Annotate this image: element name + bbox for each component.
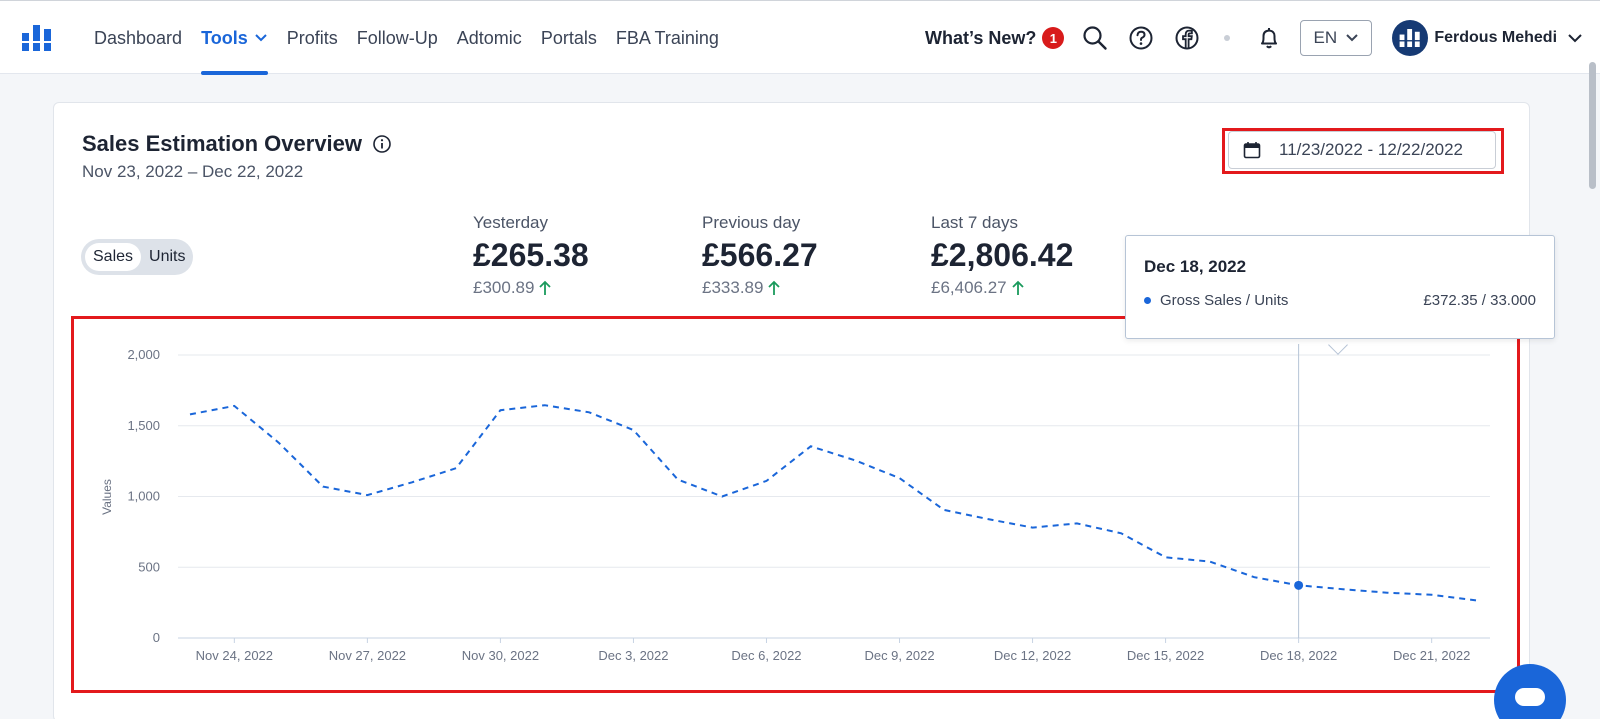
tooltip-row: Gross Sales / Units £372.35 / 33.000: [1144, 292, 1536, 309]
y-tick-label: 0: [153, 630, 160, 645]
date-range-value: 11/23/2022 - 12/22/2022: [1279, 140, 1464, 159]
x-tick-label: Dec 6, 2022: [731, 648, 801, 663]
chevron-down-icon: [1346, 34, 1358, 42]
stat-compare-value: £6,406.27: [931, 278, 1007, 297]
language-value: EN: [1313, 28, 1338, 47]
series-line-gross-sales: [189, 404, 1477, 602]
right-nav: What’s New? 1 EN: [925, 1, 1583, 75]
nav-portals[interactable]: Portals: [541, 1, 597, 75]
stat-label: Yesterday: [473, 213, 548, 232]
nav-profits-label: Profits: [286, 27, 338, 48]
y-tick-label: 2,000: [127, 347, 160, 362]
nav-dashboard[interactable]: Dashboard: [94, 1, 182, 75]
nav-tools[interactable]: Tools: [201, 1, 268, 75]
nav-adtomic-label: Adtomic: [456, 27, 522, 48]
x-tick-label: Dec 12, 2022: [994, 648, 1071, 663]
y-tick-label: 1,000: [127, 489, 160, 504]
stat-value: £265.38: [473, 237, 589, 273]
highlighted-data-point: [1294, 580, 1304, 590]
x-tick-label: Dec 21, 2022: [1393, 648, 1470, 663]
help-icon: [1129, 26, 1153, 50]
stat-value: £2,806.42: [931, 237, 1074, 273]
chat-button[interactable]: [1494, 664, 1566, 719]
nav-portals-label: Portals: [540, 27, 597, 48]
language-select[interactable]: EN: [1300, 20, 1373, 56]
user-name: Ferdous Mehedi: [1434, 29, 1558, 46]
facebook-button[interactable]: [1172, 23, 1202, 53]
stat-compare: £333.89: [702, 278, 818, 298]
tooltip-value: £372.35 / 33.000: [1423, 292, 1536, 309]
arrow-up-icon: [768, 280, 781, 295]
help-button[interactable]: [1126, 23, 1156, 53]
arrow-up-icon: [539, 280, 552, 295]
arrow-up-icon: [1012, 280, 1024, 295]
x-tick-label: Nov 24, 2022: [196, 648, 273, 663]
date-range-picker[interactable]: 11/23/2022 - 12/22/2022: [1228, 131, 1496, 169]
search-icon: [1083, 26, 1108, 50]
stat-value: £566.27: [702, 237, 818, 273]
facebook-icon: [1175, 26, 1199, 50]
user-menu[interactable]: Ferdous Mehedi: [1392, 20, 1583, 56]
avatar: [1392, 20, 1429, 56]
x-tick-label: Nov 27, 2022: [329, 648, 406, 663]
stat-previous-day: Previous day £566.27 £333.89: [702, 213, 818, 298]
top-navigation-bar: Dashboard Tools Profits Follow-Up Adtomi…: [0, 0, 1600, 75]
info-icon[interactable]: [372, 134, 392, 154]
chevron-down-icon: [1568, 34, 1582, 43]
stat-label: Previous day: [702, 213, 801, 232]
card-title-text: Sales Estimation Overview: [82, 131, 363, 156]
stat-compare-value: £333.89: [702, 278, 764, 297]
nav-dashboard-label: Dashboard: [94, 27, 183, 48]
sales-estimation-card: Sales Estimation Overview Nov 23, 2022 –…: [53, 102, 1530, 719]
nav-tools-label: Tools: [201, 27, 248, 48]
stat-compare-value: £300.89: [473, 278, 535, 297]
toggle-units[interactable]: Units: [149, 248, 186, 265]
chart-tooltip: Dec 18, 2022 Gross Sales / Units £372.35…: [1125, 235, 1555, 339]
bell-icon: [1261, 28, 1278, 49]
page-title: Sales Estimation Overview: [82, 131, 392, 157]
whats-new-label: What’s New?: [925, 27, 1037, 48]
chat-icon: [1515, 688, 1545, 706]
y-axis-label: Values: [100, 479, 114, 515]
nav-adtomic[interactable]: Adtomic: [457, 1, 522, 75]
stat-label: Last 7 days: [931, 213, 1018, 232]
x-tick-label: Dec 9, 2022: [864, 648, 934, 663]
y-tick-label: 1,500: [127, 418, 160, 433]
tooltip-date: Dec 18, 2022: [1144, 257, 1247, 276]
chevron-down-icon: [255, 34, 267, 42]
main-nav: Dashboard Tools Profits Follow-Up Adtomi…: [94, 1, 738, 75]
nav-fba-training[interactable]: FBA Training: [616, 1, 719, 75]
stat-compare: £6,406.27: [931, 278, 1073, 298]
series-dot: [1144, 297, 1151, 304]
x-tick-label: Nov 30, 2022: [462, 648, 539, 663]
y-tick-label: 500: [138, 559, 160, 574]
nav-follow-up-label: Follow-Up: [356, 27, 438, 48]
brand-avatar-icon: [1399, 29, 1421, 47]
notification-count-badge: 1: [1042, 27, 1065, 49]
x-tick-label: Dec 3, 2022: [598, 648, 668, 663]
notifications-button[interactable]: [1254, 23, 1284, 53]
whats-new-button[interactable]: What’s New? 1: [925, 27, 1065, 49]
toggle-sales[interactable]: Sales: [85, 243, 142, 271]
app-logo-icon[interactable]: [22, 25, 52, 51]
calendar-icon: [1243, 142, 1261, 159]
nav-profits[interactable]: Profits: [287, 1, 338, 75]
stat-last-7-days: Last 7 days £2,806.42 £6,406.27: [931, 213, 1073, 298]
separator-dot: [1224, 35, 1231, 41]
page-scrollbar[interactable]: [1589, 62, 1596, 189]
nav-fba-training-label: FBA Training: [615, 27, 719, 48]
nav-follow-up[interactable]: Follow-Up: [357, 1, 438, 75]
search-button[interactable]: [1080, 23, 1110, 53]
tooltip-series-name: Gross Sales / Units: [1160, 292, 1289, 309]
stat-yesterday: Yesterday £265.38 £300.89: [473, 213, 589, 298]
sales-units-toggle: Sales Units: [81, 239, 193, 275]
x-tick-label: Dec 18, 2022: [1260, 648, 1337, 663]
date-range-subtitle: Nov 23, 2022 – Dec 22, 2022: [82, 162, 304, 181]
x-tick-label: Dec 15, 2022: [1127, 648, 1204, 663]
stat-compare: £300.89: [473, 278, 589, 298]
